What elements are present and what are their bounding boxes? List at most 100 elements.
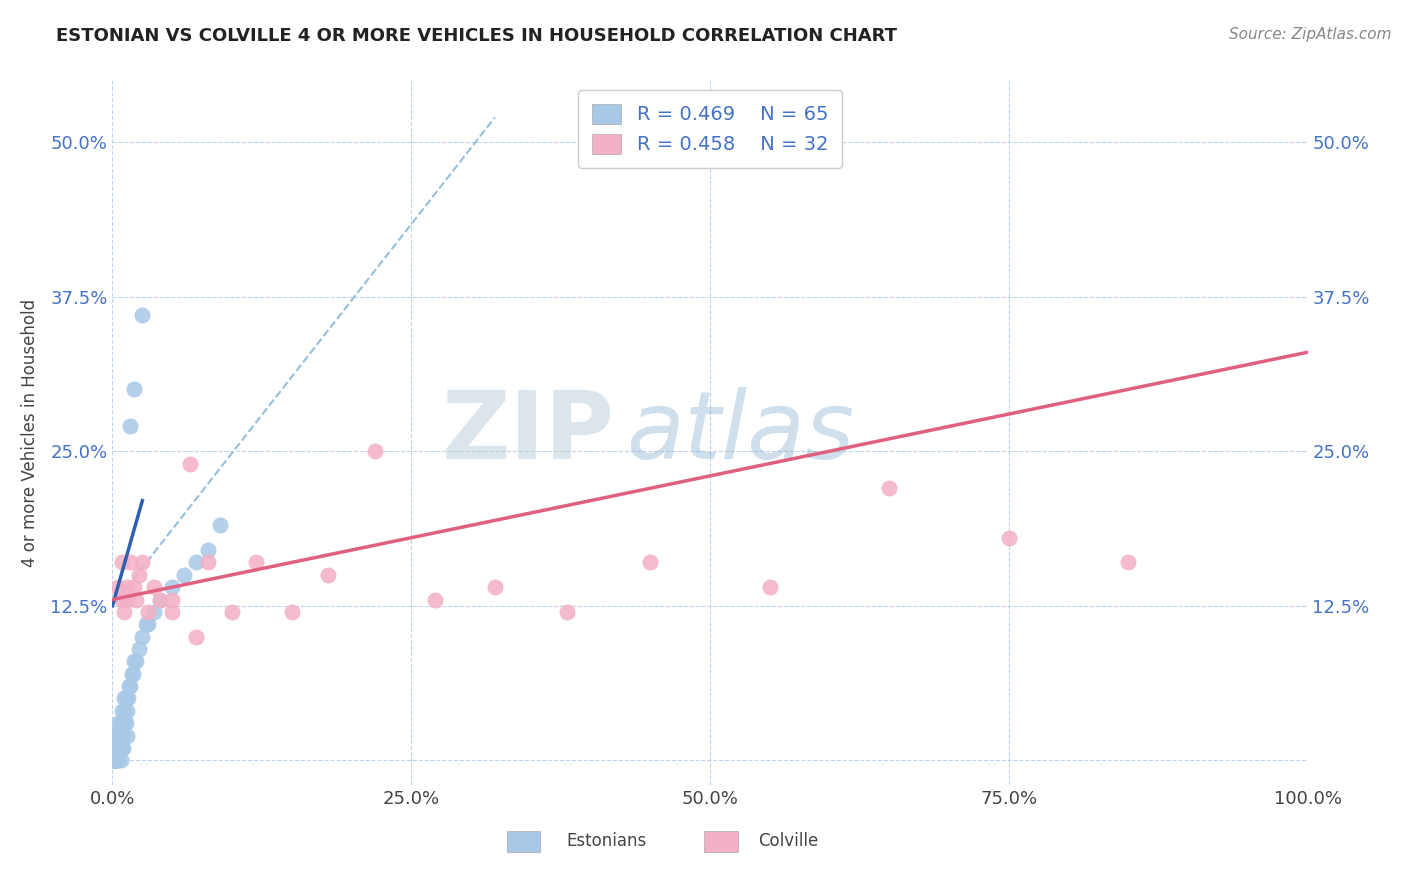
Text: Estonians: Estonians (567, 832, 647, 850)
Point (425, 592, 447, 607)
Y-axis label: 4 or more Vehicles in Household: 4 or more Vehicles in Household (21, 299, 39, 566)
Point (105, 753, 128, 767)
Point (104, 753, 127, 767)
Point (114, 716, 136, 731)
Point (221, 605, 243, 619)
Point (128, 567, 150, 582)
Point (640, 556, 662, 570)
Point (364, 444, 387, 458)
Point (103, 740, 125, 755)
Point (114, 704, 135, 718)
Point (110, 716, 132, 731)
Point (107, 740, 129, 755)
Point (131, 308, 153, 322)
Point (173, 567, 195, 582)
Point (110, 740, 132, 755)
Point (281, 605, 304, 619)
Point (143, 605, 166, 619)
Point (111, 716, 134, 731)
Text: ESTONIAN VS COLVILLE 4 OR MORE VEHICLES IN HOUSEHOLD CORRELATION CHART: ESTONIAN VS COLVILLE 4 OR MORE VEHICLES … (56, 27, 897, 45)
Point (121, 666, 143, 681)
Point (759, 580, 782, 594)
Point (103, 740, 125, 755)
Point (131, 556, 153, 570)
Text: atlas: atlas (627, 387, 855, 478)
Point (122, 580, 145, 594)
Point (112, 729, 135, 743)
Point (197, 543, 219, 558)
Point (118, 679, 141, 693)
Point (114, 691, 136, 706)
Point (122, 654, 145, 668)
Point (162, 605, 183, 619)
Text: Colville: Colville (758, 832, 818, 850)
Point (111, 740, 134, 755)
Point (114, 691, 135, 706)
Point (112, 716, 135, 731)
Point (115, 580, 138, 594)
Point (484, 580, 506, 594)
Point (105, 729, 128, 743)
Point (186, 556, 208, 570)
Point (998, 531, 1021, 545)
Point (135, 617, 157, 632)
Point (879, 481, 901, 495)
Point (122, 382, 145, 396)
Point (110, 753, 132, 767)
Point (115, 729, 138, 743)
Point (149, 592, 172, 607)
Point (162, 592, 183, 607)
Point (103, 753, 125, 767)
Point (316, 567, 339, 582)
Point (117, 691, 139, 706)
Point (104, 729, 127, 743)
Point (108, 740, 131, 755)
Point (138, 605, 160, 619)
Point (103, 753, 125, 767)
Point (101, 753, 124, 767)
Point (121, 666, 143, 681)
Point (149, 592, 172, 607)
Point (186, 630, 208, 644)
Point (104, 740, 127, 755)
Point (120, 679, 142, 693)
Point (103, 753, 125, 767)
Point (105, 740, 128, 755)
Point (120, 556, 142, 570)
Point (114, 605, 135, 619)
Point (104, 753, 127, 767)
Point (111, 729, 134, 743)
Point (125, 592, 148, 607)
Point (103, 753, 125, 767)
Point (105, 753, 128, 767)
Point (138, 617, 160, 632)
Point (162, 580, 183, 594)
Point (108, 729, 131, 743)
Point (128, 642, 150, 657)
Point (1118, 556, 1140, 570)
Point (555, 605, 578, 619)
Bar (508, 830, 540, 852)
Point (115, 592, 138, 607)
Point (105, 753, 128, 767)
Point (143, 580, 166, 594)
Legend: R = 0.469    N = 65, R = 0.458    N = 32: R = 0.469 N = 65, R = 0.458 N = 32 (578, 90, 842, 168)
Point (107, 740, 129, 755)
Point (120, 419, 142, 434)
Point (197, 556, 219, 570)
Point (111, 556, 134, 570)
Point (105, 729, 128, 743)
Point (245, 556, 267, 570)
Point (104, 753, 127, 767)
Point (111, 704, 134, 718)
Point (179, 457, 201, 471)
Point (107, 580, 129, 594)
Point (114, 716, 135, 731)
Bar (704, 830, 738, 852)
Point (111, 592, 134, 607)
Point (108, 729, 131, 743)
Point (209, 518, 232, 533)
Point (112, 740, 135, 755)
Point (125, 654, 148, 668)
Text: ZIP: ZIP (441, 386, 614, 479)
